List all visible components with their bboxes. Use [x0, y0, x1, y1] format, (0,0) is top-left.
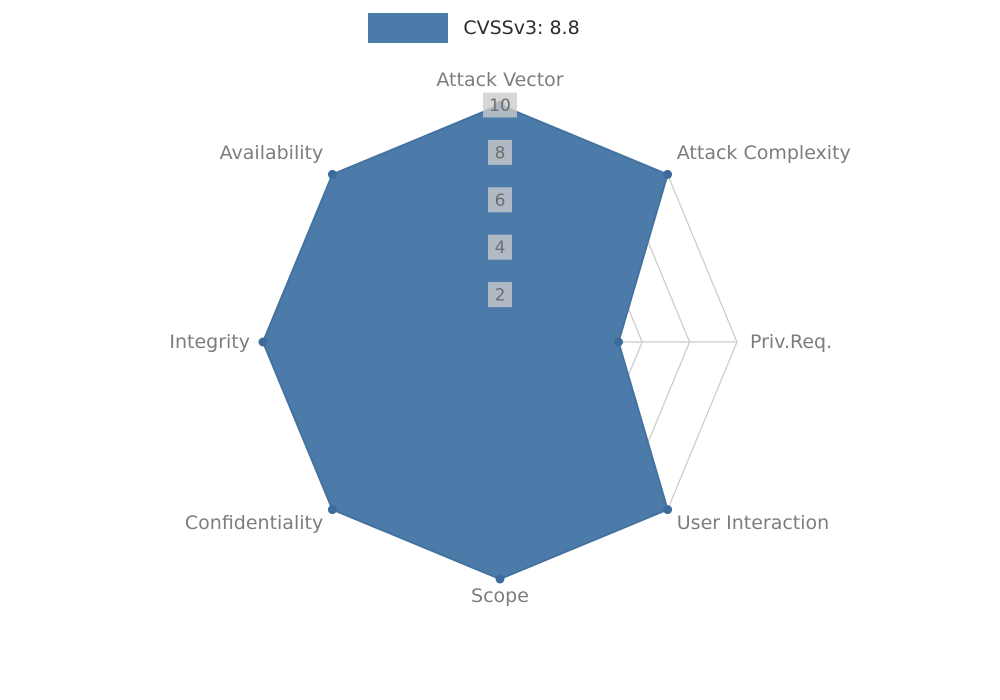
axis-label-scope: Scope [471, 585, 529, 607]
tick-label-4: 4 [495, 238, 506, 258]
tick-box-4 [488, 234, 512, 260]
tick-box-8 [488, 139, 512, 165]
legend-swatch [368, 13, 449, 43]
series-point-priv-req [614, 337, 623, 347]
tick-label-6: 6 [495, 191, 506, 211]
tick-box-6 [488, 187, 512, 213]
axis-label-attack-complexity: Attack Complexity [677, 142, 851, 164]
radar-series-polygon [261, 103, 669, 581]
tick-label-2: 2 [495, 286, 506, 306]
chart-legend: CVSSv3: 8.8 [0, 13, 974, 43]
axis-label-user-interaction: User Interaction [677, 512, 829, 534]
tick-box-10 [483, 92, 517, 118]
axis-label-availability: Availability [220, 142, 324, 164]
series-point-scope [495, 574, 505, 584]
axis-label-attack-vector: Attack Vector [436, 69, 563, 91]
tick-box-2 [488, 282, 512, 308]
axis-label-integrity: Integrity [169, 331, 250, 353]
series-point-confidentiality [327, 505, 337, 515]
series-point-integrity [258, 337, 268, 347]
legend-label: CVSSv3: 8.8 [463, 17, 580, 39]
series-point-availability [327, 169, 337, 179]
series-point-attack-complexity [663, 169, 673, 179]
tick-label-10: 10 [489, 96, 511, 116]
series-point-user-interaction [663, 505, 673, 515]
tick-label-8: 8 [495, 143, 506, 163]
axis-label-priv-req: Priv.Req. [750, 331, 832, 353]
axis-label-confidentiality: Confidentiality [185, 512, 323, 534]
